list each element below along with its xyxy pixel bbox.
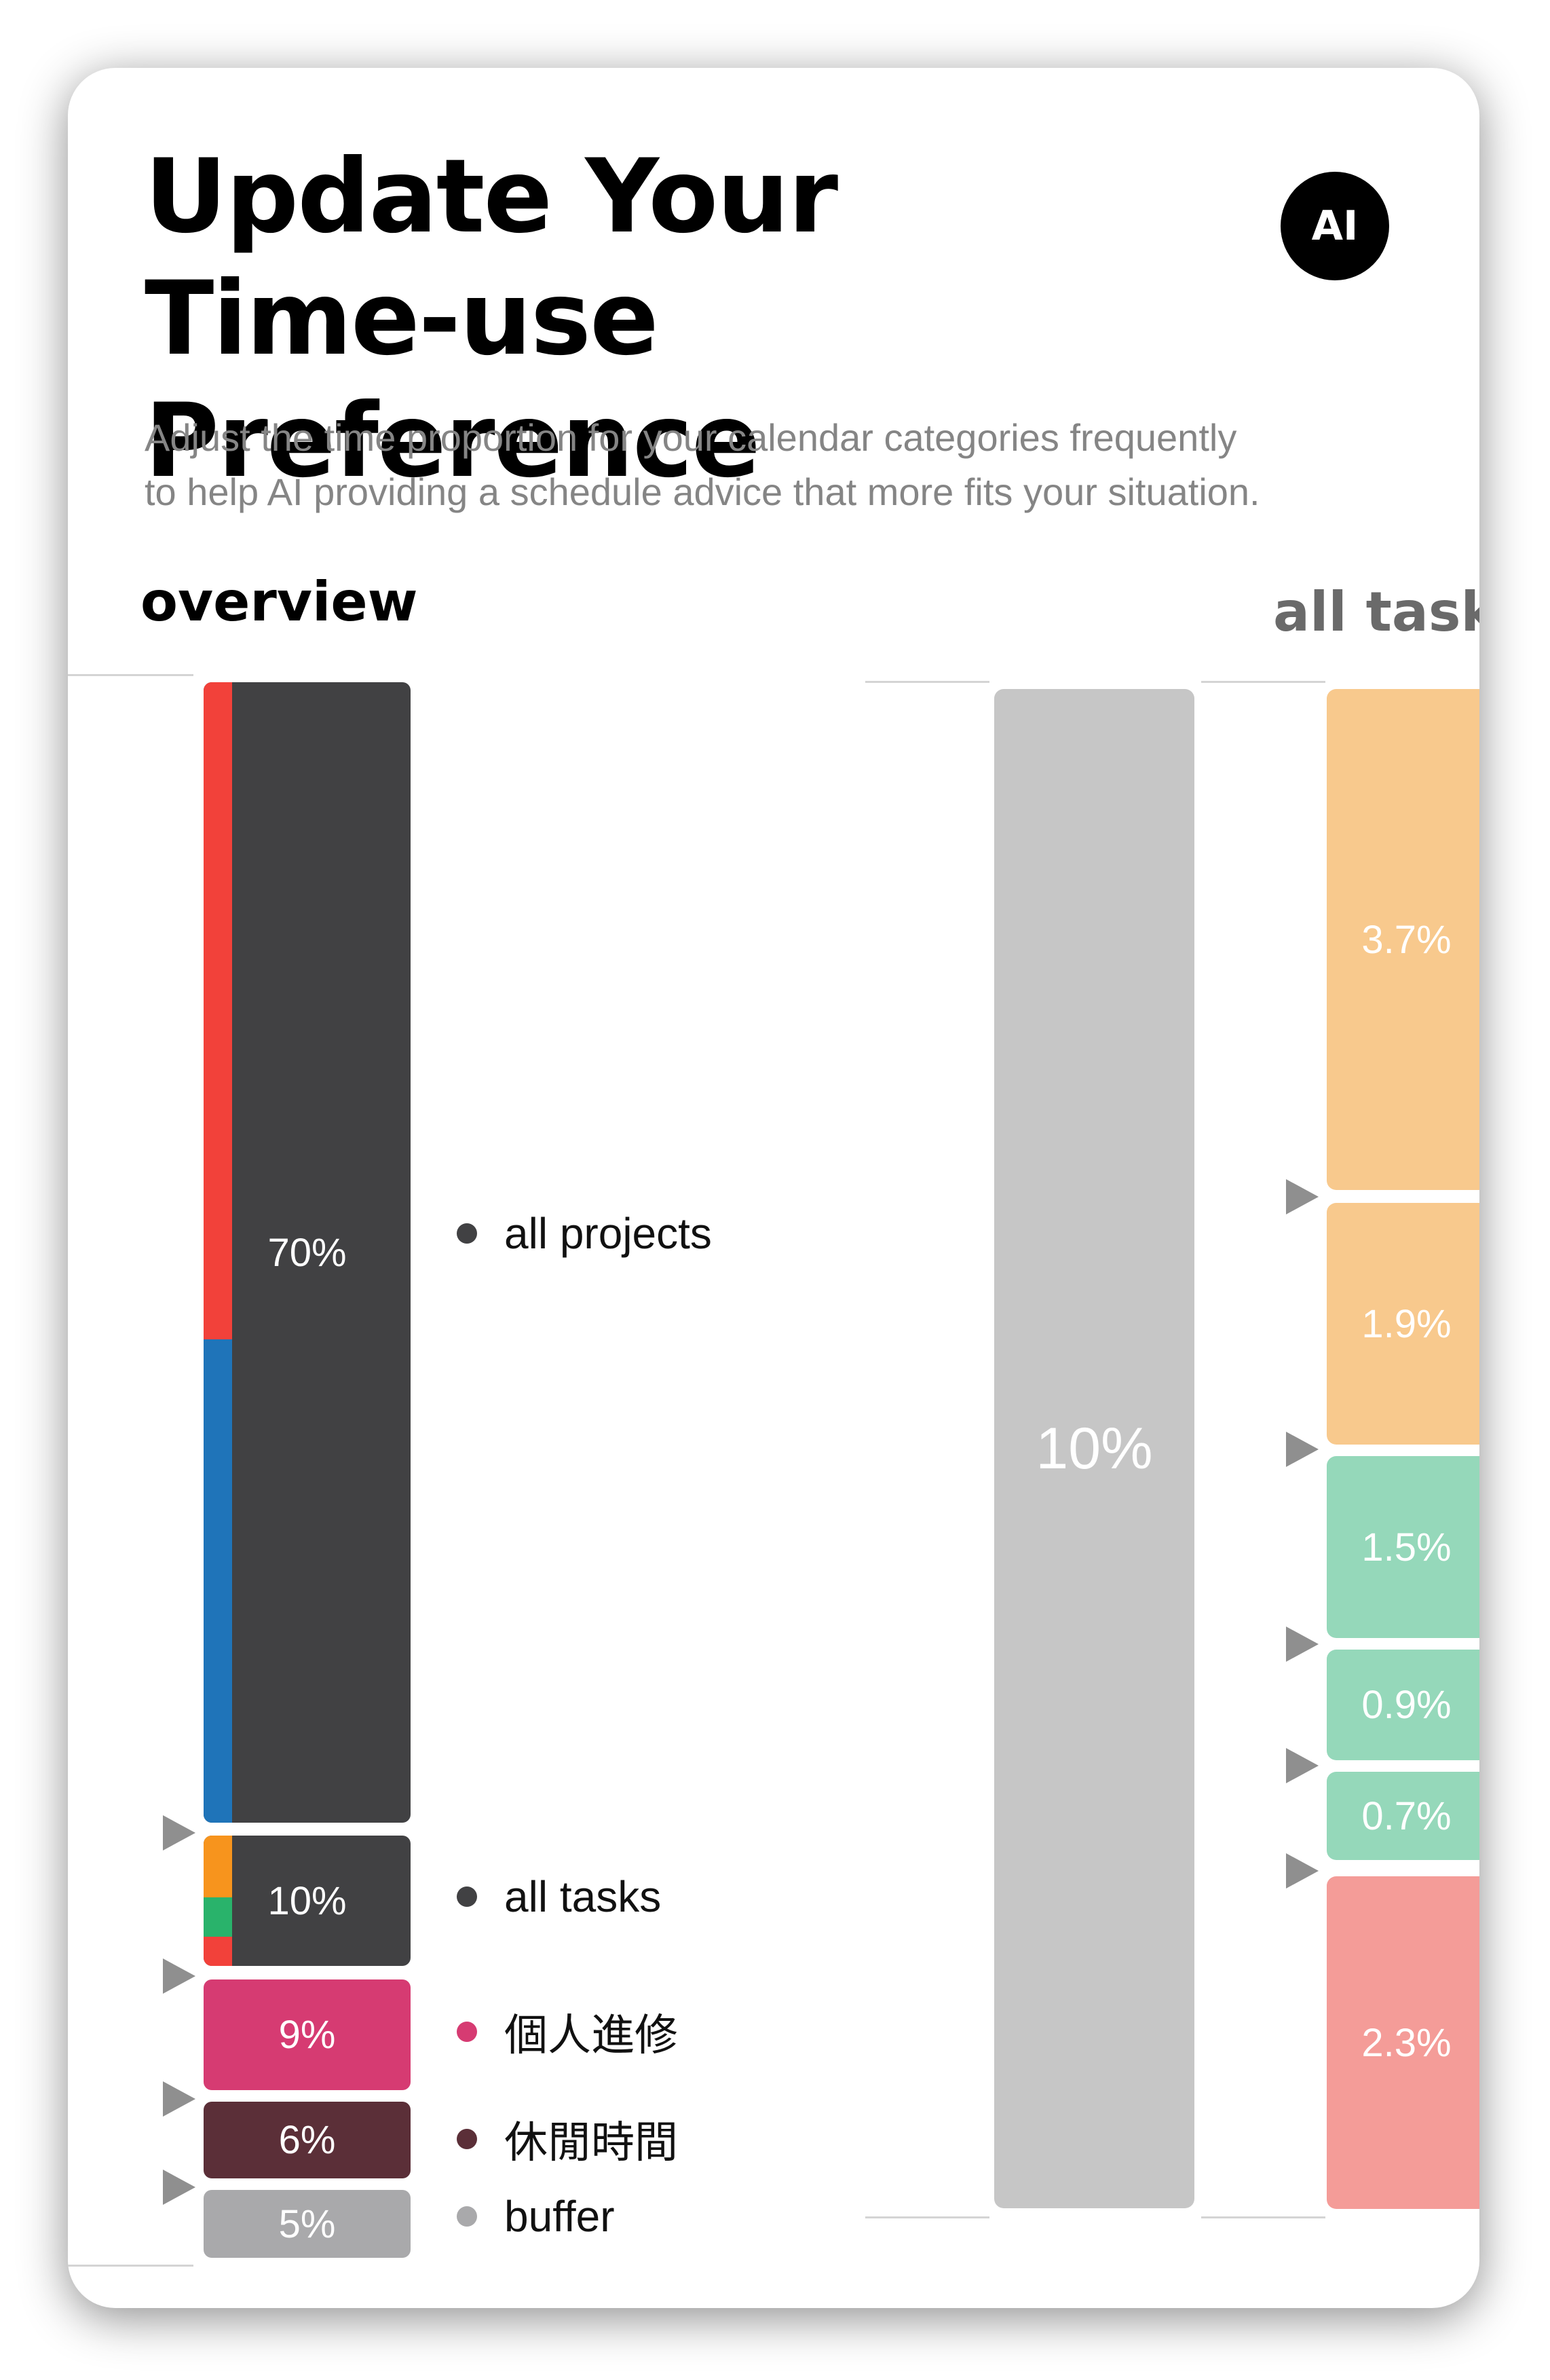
- overview-bottom-divider: [68, 2265, 193, 2267]
- ai-badge-icon[interactable]: AI: [1281, 172, 1389, 280]
- tasks-top-divider-left: [865, 681, 989, 683]
- task-segment[interactable]: 2.3%: [1327, 1876, 1479, 2209]
- tasks-bottom-divider-left: [865, 2216, 989, 2218]
- task-value: 0.7%: [1361, 1793, 1452, 1838]
- task-segment[interactable]: 0.7%: [1327, 1772, 1479, 1860]
- project-stripe-red: [204, 682, 232, 1339]
- overview-segment-all-projects[interactable]: 70%: [204, 682, 411, 1823]
- subtitle-line-2: to help AI providing a schedule advice t…: [145, 470, 1260, 513]
- legend-dot: [457, 1223, 477, 1244]
- segment-value: 10%: [267, 1878, 347, 1923]
- overview-segment-leisure[interactable]: 6%: [204, 2102, 411, 2178]
- legend-dot: [457, 1886, 477, 1907]
- legend-item-all-projects: all projects: [457, 1208, 712, 1259]
- segment-value: 5%: [278, 2201, 336, 2246]
- drag-handle-icon[interactable]: [1286, 1853, 1319, 1889]
- task-stripe-orange: [204, 1836, 232, 1897]
- overview-segment-buffer[interactable]: 5%: [204, 2190, 411, 2258]
- ai-badge-label: AI: [1311, 202, 1359, 250]
- legend-label: 休閒時間: [504, 2118, 678, 2167]
- drag-handle-icon[interactable]: [163, 1815, 195, 1851]
- task-segment[interactable]: 1.9%: [1327, 1203, 1479, 1445]
- drag-handle-icon[interactable]: [163, 2081, 195, 2117]
- segment-value: 9%: [278, 2013, 336, 2057]
- subtitle-line-1: Adjust the time proportion for your cale…: [145, 416, 1237, 459]
- legend-label: 個人進修: [504, 2011, 678, 2060]
- preference-card: Update Your Time-use Preference AI Adjus…: [68, 68, 1479, 2308]
- task-value: 3.7%: [1361, 917, 1452, 962]
- page-title: Update Your Time-use Preference: [145, 136, 1298, 502]
- title-line-1: Update Your: [145, 138, 838, 256]
- legend-item-self-study: 個人進修: [457, 2001, 678, 2063]
- legend-item-all-tasks: all tasks: [457, 1872, 661, 1922]
- tasks-top-divider-right: [1201, 681, 1325, 683]
- title-line-2: Time-use Preference: [145, 260, 761, 500]
- legend-label: buffer: [504, 2192, 615, 2241]
- task-stripe-green: [204, 1897, 232, 1937]
- page-subtitle: Adjust the time proportion for your cale…: [145, 411, 1468, 519]
- all-tasks-heading: all task: [1273, 580, 1479, 644]
- legend-label: all projects: [504, 1209, 712, 1258]
- task-value: 1.9%: [1361, 1301, 1452, 1346]
- legend-label: all tasks: [504, 1872, 662, 1921]
- task-segment[interactable]: 0.9%: [1327, 1650, 1479, 1760]
- drag-handle-icon[interactable]: [1286, 1626, 1319, 1662]
- task-stripe-red: [204, 1937, 232, 1966]
- overview-heading: overview: [140, 570, 418, 633]
- all-tasks-total-bar: 10%: [994, 689, 1194, 2208]
- overview-top-divider: [68, 674, 193, 676]
- drag-handle-icon[interactable]: [1286, 1748, 1319, 1783]
- project-stripe-blue: [204, 1339, 232, 1823]
- task-value: 1.5%: [1361, 1525, 1452, 1569]
- legend-dot: [457, 2206, 477, 2227]
- tasks-bottom-divider-right: [1201, 2216, 1325, 2218]
- drag-handle-icon[interactable]: [1286, 1432, 1319, 1467]
- legend-dot: [457, 2022, 477, 2042]
- legend-item-leisure: 休閒時間: [457, 2108, 678, 2170]
- task-value: 0.9%: [1361, 1683, 1452, 1727]
- task-value: 2.3%: [1361, 2020, 1452, 2065]
- drag-handle-icon[interactable]: [1286, 1179, 1319, 1214]
- drag-handle-icon[interactable]: [163, 2170, 195, 2205]
- task-segment[interactable]: 3.7%: [1327, 689, 1479, 1190]
- drag-handle-icon[interactable]: [163, 1958, 195, 1994]
- segment-value: 70%: [267, 1230, 347, 1275]
- overview-segment-self-study[interactable]: 9%: [204, 1979, 411, 2090]
- legend-dot: [457, 2129, 477, 2149]
- segment-value: 6%: [278, 2118, 336, 2162]
- overview-segment-all-tasks[interactable]: 10%: [204, 1836, 411, 1966]
- task-segment[interactable]: 1.5%: [1327, 1456, 1479, 1638]
- legend-item-buffer: buffer: [457, 2191, 615, 2242]
- all-tasks-total-value: 10%: [1036, 1415, 1153, 1481]
